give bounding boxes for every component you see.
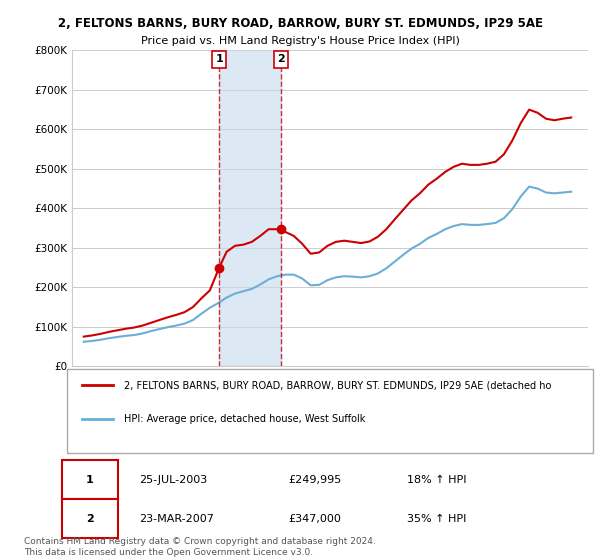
Text: This data is licensed under the Open Government Licence v3.0.: This data is licensed under the Open Gov… [24,548,313,557]
Text: HPI: Average price, detached house, West Suffolk: HPI: Average price, detached house, West… [124,414,365,424]
Text: 35% ↑ HPI: 35% ↑ HPI [407,514,467,524]
Text: 2: 2 [86,514,94,524]
Text: £249,995: £249,995 [289,474,342,484]
FancyBboxPatch shape [62,499,118,538]
Text: 2, FELTONS BARNS, BURY ROAD, BARROW, BURY ST. EDMUNDS, IP29 5AE: 2, FELTONS BARNS, BURY ROAD, BARROW, BUR… [58,17,542,30]
Text: Contains HM Land Registry data © Crown copyright and database right 2024.: Contains HM Land Registry data © Crown c… [24,537,376,546]
Text: Price paid vs. HM Land Registry's House Price Index (HPI): Price paid vs. HM Land Registry's House … [140,36,460,46]
Text: 25-JUL-2003: 25-JUL-2003 [139,474,208,484]
Text: 2: 2 [277,54,284,64]
Text: £347,000: £347,000 [289,514,341,524]
Text: 23-MAR-2007: 23-MAR-2007 [139,514,214,524]
FancyBboxPatch shape [67,370,593,453]
Text: 1: 1 [215,54,223,64]
Text: 18% ↑ HPI: 18% ↑ HPI [407,474,467,484]
FancyBboxPatch shape [62,460,118,499]
Text: 2, FELTONS BARNS, BURY ROAD, BARROW, BURY ST. EDMUNDS, IP29 5AE (detached ho: 2, FELTONS BARNS, BURY ROAD, BARROW, BUR… [124,380,551,390]
Text: 1: 1 [86,474,94,484]
Bar [219,50,281,366]
